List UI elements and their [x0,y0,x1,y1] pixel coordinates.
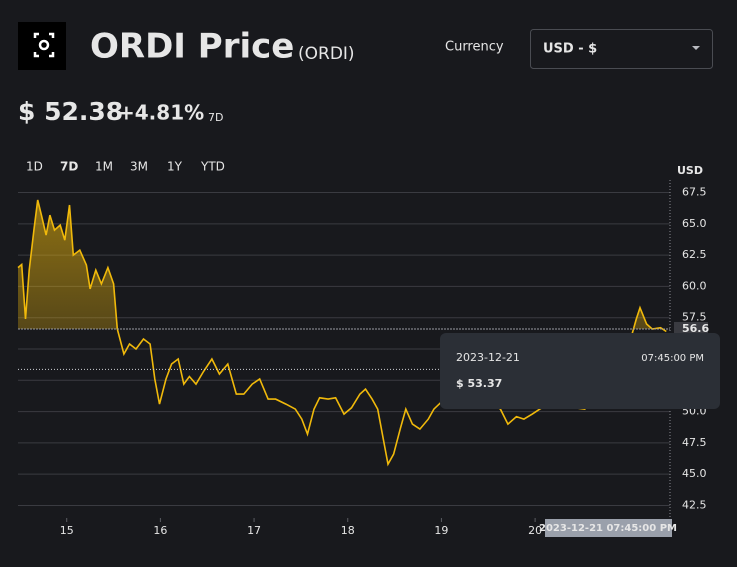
y-tick-label: 60.0 [682,279,707,292]
y-unit: USD [677,164,703,177]
tooltip [440,333,720,409]
current-price-tag [674,321,708,336]
range-tabs: 1D 7D 1M 3M 1Y YTD [26,160,225,174]
y-tick-label: 57.5 [682,311,707,324]
currency-select[interactable] [530,29,713,69]
y-tick-label: 47.5 [682,436,707,449]
price-change: +4.81% [118,101,204,125]
logo-icon [33,32,55,58]
range-tab[interactable]: 7D [60,160,78,174]
change-period: 7D [208,111,223,124]
currency-value: USD - $ [543,42,597,57]
range-tab[interactable]: YTD [200,160,225,174]
title: ORDI Price [90,27,294,67]
chart: USD42.545.047.550.052.555.057.560.062.56… [17,164,720,537]
y-tick-label: 65.0 [682,217,707,230]
currency-label: Currency [445,40,504,55]
y-tick-label: 45.0 [682,467,707,480]
price-line [17,199,667,467]
y-tick-label: 42.5 [682,498,707,511]
dropdown-arrow [692,46,700,50]
x-tick-label: 19 [434,524,448,537]
x-tick-label: 18 [341,524,355,537]
tooltip-price: $ 53.37 [456,377,502,390]
range-tab[interactable]: 3M [130,160,148,174]
y-tick-label: 67.5 [682,186,707,199]
symbol: (ORDI) [298,44,355,64]
price: $ 52.38 [18,97,123,126]
x-tick-label: 16 [153,524,167,537]
x-tick-label: 15 [60,524,74,537]
x-tick-label: 17 [247,524,261,537]
range-tab[interactable]: 1M [95,160,113,174]
hover-x-tag [545,519,672,537]
range-tab[interactable]: 1Y [167,160,183,174]
y-tick-label: 62.5 [682,248,707,261]
current-price-label: 56.6 [682,322,709,335]
range-tab[interactable]: 1D [26,160,43,174]
tooltip-date: 2023-12-21 [456,351,520,364]
tooltip-time: 07:45:00 PM [641,353,704,364]
area [18,200,667,329]
hover-x-label: 2023-12-21 07:45:00 PM [539,523,677,534]
x-tick-label: 20 [528,524,542,537]
logo [18,22,66,70]
